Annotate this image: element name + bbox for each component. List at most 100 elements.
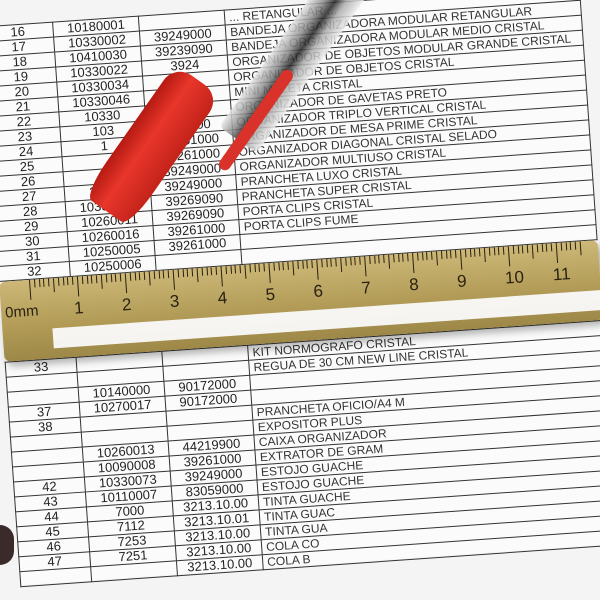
ruler-tick — [345, 257, 347, 266]
ruler-tick — [570, 241, 572, 251]
ruler-tick — [91, 275, 93, 284]
ruler-tick — [373, 255, 376, 264]
ruler-tick — [153, 271, 156, 280]
ruler-number: 1 — [73, 298, 85, 318]
ruler-tick — [277, 262, 280, 271]
ruler-tick — [81, 276, 84, 285]
ruler-tick — [359, 256, 361, 265]
ruler-tick — [397, 254, 400, 263]
ruler-number: 2 — [121, 294, 133, 315]
ruler-tick — [412, 253, 415, 274]
ruler-tick — [541, 243, 543, 253]
ruler-tick — [550, 243, 553, 252]
ruler-tick — [134, 272, 136, 281]
ruler-tick — [28, 279, 32, 300]
ruler-tick — [383, 255, 385, 264]
ruler-tick — [325, 259, 328, 268]
ruler-tick — [158, 270, 160, 279]
ruler-tick — [503, 246, 505, 255]
ruler-tick — [297, 261, 299, 270]
ruler-tick — [330, 258, 333, 267]
ruler-tick — [522, 245, 524, 254]
ruler-unit-label: 0mm — [5, 301, 40, 323]
ruler-tick — [124, 273, 128, 294]
ruler-tick — [392, 254, 395, 263]
ruler-tick — [292, 261, 295, 276]
ruler-number: 3 — [169, 291, 180, 312]
ruler-tick — [364, 256, 367, 277]
ruler-tick — [546, 243, 548, 252]
ruler-tick — [459, 249, 463, 270]
ruler-tick — [201, 267, 203, 276]
ruler-tick — [531, 244, 534, 259]
ruler-tick — [38, 279, 41, 288]
ruler-tick — [536, 244, 539, 253]
ruler-tick — [52, 278, 55, 293]
ruler-tick — [321, 259, 323, 268]
ruler-tick — [469, 249, 472, 258]
ruler-tick — [230, 265, 232, 274]
ruler-tick — [167, 270, 170, 279]
ruler-tick — [287, 261, 290, 270]
ruler-tick — [421, 252, 424, 261]
ruler-tick — [268, 263, 271, 284]
ruler-tick — [301, 260, 304, 269]
ruler-tick — [105, 274, 108, 283]
ruler-tick — [526, 245, 529, 254]
ruler-tick — [210, 267, 213, 276]
ruler-tick — [349, 257, 352, 266]
ruler-tick — [306, 260, 309, 269]
ruler-tick — [57, 277, 60, 286]
ruler-tick — [254, 264, 256, 273]
ruler-tick — [234, 265, 237, 274]
ruler-tick — [416, 252, 419, 261]
ruler-tick — [483, 248, 486, 263]
ruler-tick — [115, 273, 117, 282]
ruler-tick — [48, 278, 50, 287]
ruler-tick — [440, 251, 443, 260]
ruler-tick — [464, 249, 467, 258]
ruler-tick — [196, 268, 199, 283]
ruler-tick — [282, 262, 285, 271]
ruler-tick — [512, 246, 515, 255]
ruler-tick — [143, 271, 146, 280]
ruler-tick — [402, 253, 405, 262]
ruler-tick — [555, 242, 559, 264]
ruler-tick — [335, 258, 337, 267]
ruler-tick — [388, 254, 391, 269]
ruler-tick — [33, 279, 36, 288]
ruler-tick — [172, 269, 176, 290]
ruler-tick — [244, 264, 247, 279]
ruler-tick — [493, 247, 495, 256]
ruler-tick — [354, 257, 357, 266]
ruler-tick — [445, 250, 448, 259]
ruler-tick — [100, 274, 103, 289]
ruler-unit: mm — [12, 302, 40, 322]
ruler-tick — [311, 260, 314, 269]
ruler-tick — [316, 259, 319, 280]
ruler-tick — [263, 263, 266, 272]
ruler-tick — [43, 278, 45, 287]
ruler-number: 7 — [360, 278, 372, 298]
ruler-tick — [488, 247, 491, 256]
ruler-tick — [340, 258, 343, 273]
ruler-tick — [110, 274, 112, 283]
ruler-tick — [76, 276, 80, 297]
ruler-number: 10 — [504, 267, 525, 288]
ruler-tick — [239, 265, 242, 274]
ruler-tick — [96, 275, 98, 284]
ruler-tick — [182, 269, 184, 278]
product-table-lower: 33 Kit normografo cristal Regua de 30 cm n… — [5, 320, 600, 587]
ruler-tick — [435, 251, 438, 266]
ruler-tick — [455, 250, 457, 259]
ruler-tick — [177, 269, 179, 278]
ruler-tick — [86, 275, 88, 284]
ruler-tick — [215, 266, 218, 275]
ruler-tick — [186, 268, 189, 277]
ruler-tick — [258, 263, 261, 272]
ruler-tick — [474, 248, 476, 257]
ruler-tick — [378, 255, 381, 264]
ruler-tick — [579, 241, 582, 256]
ruler-tick — [191, 268, 194, 277]
